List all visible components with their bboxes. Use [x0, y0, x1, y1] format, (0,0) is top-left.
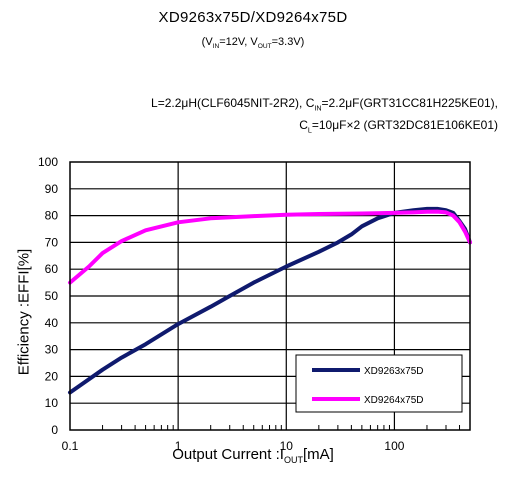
- y-tick-label: 0: [51, 423, 58, 437]
- y-tick-label: 90: [45, 182, 59, 196]
- y-tick-label: 30: [45, 343, 59, 357]
- test-conditions-line-2: CL=10μF×2 (GRT32DC81E106KE01): [299, 118, 498, 135]
- y-tick-label: 100: [38, 155, 58, 169]
- y-tick-label: 40: [45, 316, 59, 330]
- legend-label: XD9264x75D: [364, 395, 423, 406]
- legend-box: [295, 354, 463, 413]
- y-tick-label: 20: [45, 369, 59, 383]
- x-tick-label: 1: [175, 439, 182, 453]
- y-tick-label: 80: [45, 209, 59, 223]
- series-line-xd9264x75d: [68, 209, 472, 285]
- chart-subtitle: (VIN=12V, VOUT=3.3V): [201, 36, 305, 51]
- legend: XD9263x75D XD9264x75D: [295, 354, 463, 413]
- chart-title: XD9263x75D/XD9264x75D: [158, 9, 348, 26]
- x-tick-label: 0.1: [62, 439, 79, 453]
- test-conditions-line-1: L=2.2μH(CLF6045NIT-2R2), CIN=2.2μF(GRT31…: [151, 96, 498, 113]
- plot-frame: [69, 161, 471, 431]
- series-line-xd9263x75d: [68, 206, 472, 395]
- x-tick-label: 100: [384, 439, 404, 453]
- x-axis-label: Output Current :IOUT[mA]: [172, 446, 334, 465]
- tick-labels: 0 10 20 30 40 50 60 70 80 90 100 0.1 1 10 100: [38, 155, 405, 453]
- series-lines: [68, 206, 472, 395]
- legend-label: XD9263x75D: [364, 366, 423, 377]
- y-tick-label: 50: [45, 289, 59, 303]
- y-tick-label: 70: [45, 235, 59, 249]
- y-tick-label: 10: [45, 396, 59, 410]
- y-tick-label: 60: [45, 262, 59, 276]
- x-tick-label: 10: [280, 439, 294, 453]
